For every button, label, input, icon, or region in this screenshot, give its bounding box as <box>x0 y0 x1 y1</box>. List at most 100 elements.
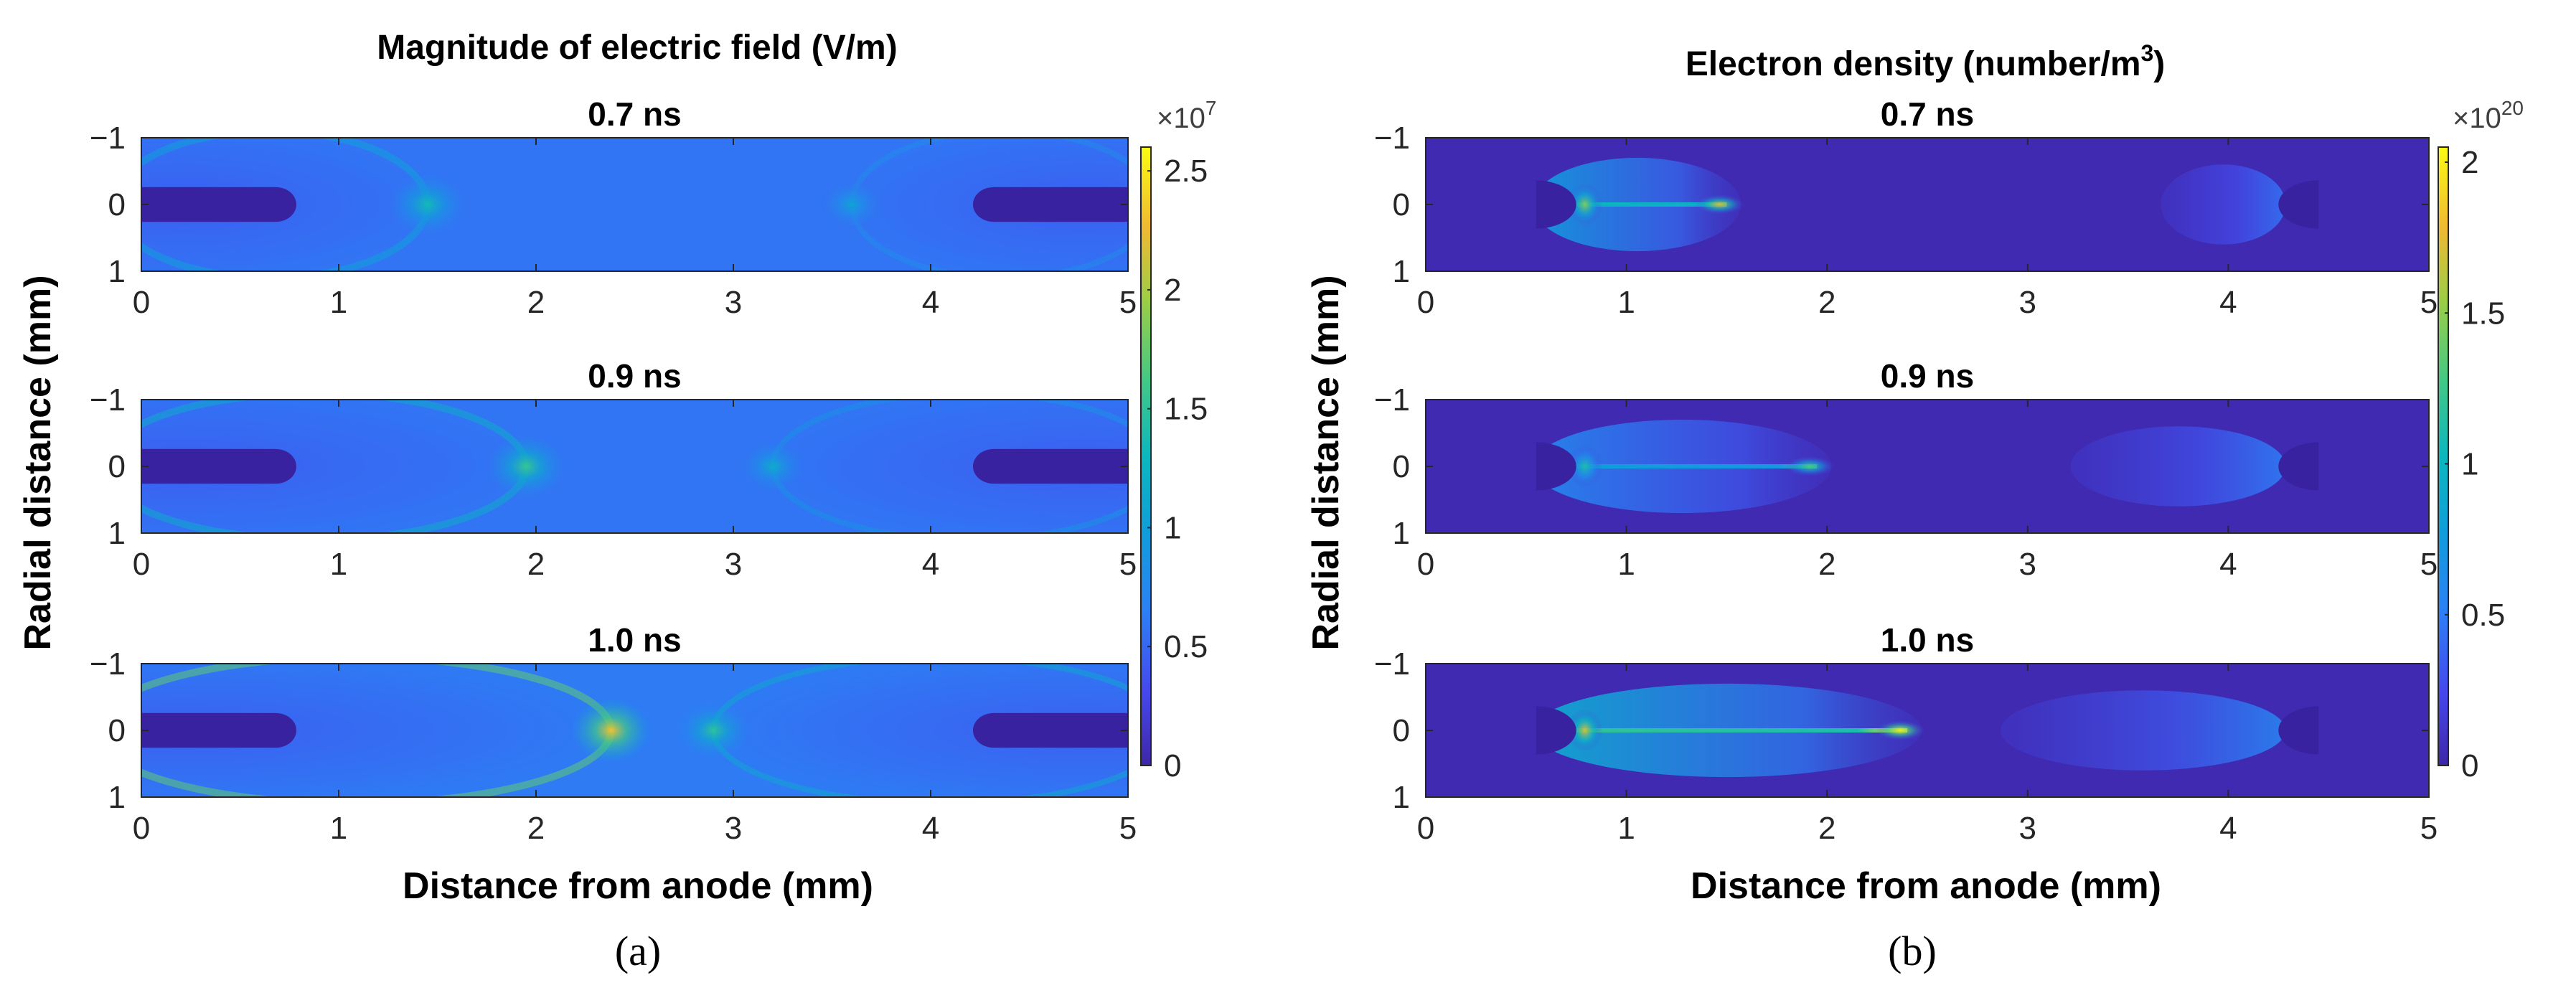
anode-front-peak <box>571 698 651 763</box>
figure-b-colorbar: ×1020 0 0.5 1 1.5 2 <box>2438 97 2524 783</box>
x-tick-label: 3 <box>725 547 742 582</box>
figure-b-colorbar-multiplier: ×1020 <box>2453 97 2524 134</box>
y-tick-label: 0 <box>1393 449 1410 484</box>
anode-channel <box>1576 202 1727 207</box>
x-tick-label: 4 <box>2219 285 2237 320</box>
x-tick-label: 0 <box>1417 811 1434 846</box>
y-tick-label: −1 <box>1374 121 1410 156</box>
x-tick-label: 0 <box>1417 285 1434 320</box>
x-tick-label: 2 <box>1818 285 1835 320</box>
colorbar-tick-label: 1 <box>1164 510 1181 545</box>
anode-front-peak <box>387 172 467 237</box>
panel-b-2: 0.9 ns0 1 2 3 4 5−101 <box>1374 357 2438 582</box>
colorbar-tick-label: 1.5 <box>1164 392 1208 427</box>
field-depression-anode <box>141 664 640 797</box>
x-tick-label: 0 <box>133 547 150 582</box>
figure-b-electron-density: Electron density (number/m3) Radial dist… <box>1305 40 2524 974</box>
x-tick-label: 0 <box>133 285 150 320</box>
x-tick-label: 3 <box>2019 547 2036 582</box>
x-tick-label: 5 <box>2420 811 2438 846</box>
y-tick-label: −1 <box>90 121 126 156</box>
x-tick-label: 1 <box>1617 547 1635 582</box>
y-tick-label: 0 <box>108 449 126 484</box>
field-depression-anode <box>141 138 456 271</box>
x-tick-label: 2 <box>1818 811 1835 846</box>
y-tick-label: 0 <box>1393 713 1410 748</box>
y-tick-label: 1 <box>1393 254 1410 289</box>
anode-front-peak <box>1875 720 1926 740</box>
x-tick-label: 0 <box>1417 547 1434 582</box>
x-tick-label: 4 <box>2219 547 2237 582</box>
figure-a-colorbar: ×107 0 0.5 1 1.5 2 2.5 <box>1140 97 1216 783</box>
x-tick-label: 2 <box>1818 547 1835 582</box>
x-tick-label: 4 <box>2219 811 2237 846</box>
colorbar-tick-label: 0 <box>2461 748 2478 783</box>
x-tick-label: 3 <box>2019 285 2036 320</box>
x-tick-label: 4 <box>922 811 939 846</box>
colorbar-tick-label: 2 <box>1164 273 1181 308</box>
anode-front-peak <box>1694 194 1745 215</box>
panel-a-3: 1.0 ns0 1 2 3 4 5−101 <box>90 621 1137 846</box>
figure-b-title: Electron density (number/m3) <box>1686 40 2166 83</box>
panel-a-1: 0.7 ns0 1 2 3 4 5−101 <box>90 95 1137 320</box>
figure-b-ylabel: Radial distance (mm) <box>1305 275 1347 650</box>
cathode-front-peak <box>737 438 809 495</box>
y-tick-label: 0 <box>108 187 126 222</box>
panel-title: 0.7 ns <box>588 95 681 133</box>
panel-title: 0.7 ns <box>1881 95 1974 133</box>
x-tick-label: 4 <box>922 547 939 582</box>
colorbar-scale <box>1140 146 1152 766</box>
figure-b-panel-label: (b) <box>1888 928 1937 974</box>
anode-channel <box>1576 464 1818 468</box>
y-tick-label: −1 <box>1374 646 1410 682</box>
x-tick-label: 1 <box>1617 811 1635 846</box>
x-tick-label: 1 <box>330 285 347 320</box>
colorbar-tick-label: 0.5 <box>2461 598 2505 633</box>
field-depression-cathode <box>744 400 1128 533</box>
x-tick-label: 2 <box>527 285 545 320</box>
panel-title: 0.9 ns <box>1881 357 1974 395</box>
anode-front-peak <box>1785 456 1835 476</box>
x-tick-label: 3 <box>725 285 742 320</box>
panel-b-3: 1.0 ns0 1 2 3 4 5−101 <box>1374 621 2438 846</box>
figure-a-electric-field: Magnitude of electric field (V/m) Radial… <box>17 29 1216 974</box>
field-depression-anode <box>141 400 555 533</box>
colorbar-scale <box>2438 146 2449 766</box>
colorbar-tick-label: 2 <box>2461 145 2478 180</box>
figure-a-ylabel: Radial distance (mm) <box>17 275 59 650</box>
x-tick-label: 5 <box>1119 547 1137 582</box>
figure-a-colorbar-multiplier: ×107 <box>1157 97 1216 134</box>
x-tick-label: 3 <box>2019 811 2036 846</box>
y-tick-label: 1 <box>108 516 126 551</box>
cathode-front-peak <box>816 176 888 233</box>
colorbar-tick-label: 1 <box>2461 447 2478 482</box>
cathode-plume <box>2000 690 2286 771</box>
y-tick-label: 0 <box>1393 187 1410 222</box>
cathode-electrode <box>994 187 1128 222</box>
x-tick-label: 5 <box>2420 285 2438 320</box>
x-tick-label: 3 <box>725 811 742 846</box>
panel-title: 1.0 ns <box>1881 621 1974 659</box>
figure-a-xlabel: Distance from anode (mm) <box>403 865 873 907</box>
colorbar-tick-label: 0.5 <box>1164 629 1208 664</box>
colorbar-tick-label: 1.5 <box>2461 296 2505 331</box>
y-tick-label: −1 <box>90 646 126 682</box>
figure-a-title: Magnitude of electric field (V/m) <box>377 29 897 67</box>
cathode-plume <box>2070 426 2286 507</box>
panel-b-1: 0.7 ns0 1 2 3 4 5−101 <box>1374 95 2438 320</box>
figure-b-xlabel: Distance from anode (mm) <box>1691 865 2161 907</box>
x-tick-label: 5 <box>2420 547 2438 582</box>
y-tick-label: 1 <box>108 254 126 289</box>
cathode-plume <box>2161 164 2286 245</box>
anode-front-peak <box>486 434 566 499</box>
y-tick-label: 1 <box>108 780 126 815</box>
anode-electrode <box>141 712 276 748</box>
anode-channel <box>1576 728 1908 733</box>
x-tick-label: 4 <box>922 285 939 320</box>
x-tick-label: 5 <box>1119 285 1137 320</box>
x-tick-label: 0 <box>133 811 150 846</box>
panel-a-2: 0.9 ns0 1 2 3 4 5−101 <box>90 357 1137 582</box>
